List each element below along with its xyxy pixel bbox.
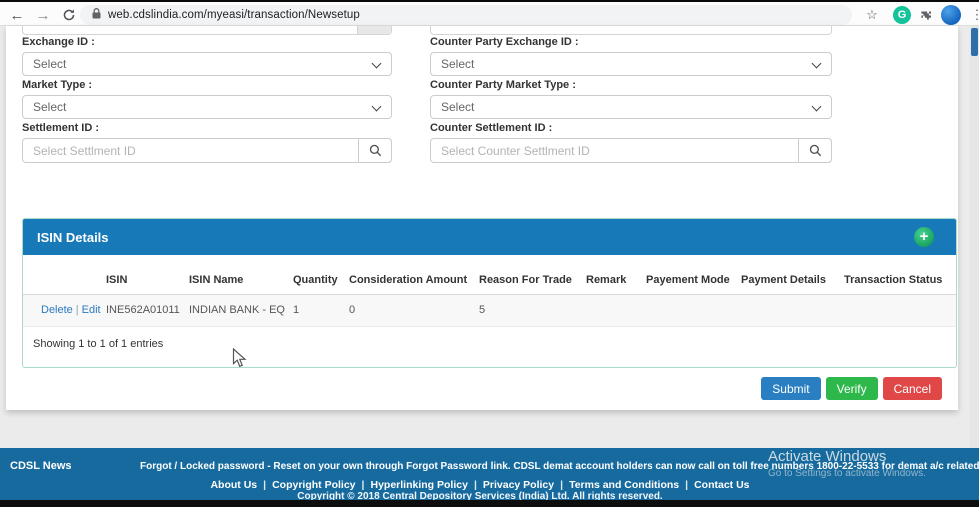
col-isin: ISIN [106,269,189,295]
verify-button[interactable]: Verify [825,377,878,400]
bookmark-star-icon[interactable]: ☆ [866,7,878,22]
news-ticker: Forgot / Locked password - Reset on your… [140,461,979,472]
footer-links: About Us | Copyright Policy | Hyperlinking P… [0,479,960,491]
url-text: web.cdslindia.com/myeasi/transaction/New… [108,9,360,21]
isin-table: ISIN ISIN Name Quantity Consideration Am… [23,269,956,327]
exchange-id-select[interactable]: Select [22,52,392,76]
counter-party-exchange-id-value: Select [441,57,475,71]
footer-link-terms-and-conditions[interactable]: Terms and Conditions [569,479,680,491]
cell-payement-mode [646,295,741,327]
link-separator: | [361,479,365,491]
reload-icon[interactable] [58,4,80,26]
cutoff-button-stub [357,26,391,34]
chevron-down-icon [811,58,822,69]
page-footer: CDSL News Forgot / Locked password - Res… [0,448,979,500]
col-payment-details: Payment Details [741,269,844,295]
col-remark: Remark [586,269,646,295]
footer-link-contact-us[interactable]: Contact Us [694,479,750,491]
grammarly-extension-icon[interactable]: G [893,6,911,24]
counter-party-exchange-id-select[interactable]: Select [430,52,832,76]
link-separator: | [560,479,564,491]
link-separator: | [473,479,477,491]
isin-details-panel: ISIN Details + ISIN ISIN Name Quantity C… [22,218,957,368]
counter-party-market-type-select[interactable]: Select [430,95,832,119]
cell-payment-details [741,295,844,327]
isin-panel-title: ISIN Details [37,229,109,245]
isin-table-header-row: ISIN ISIN Name Quantity Consideration Am… [23,269,956,295]
col-isin-name: ISIN Name [189,269,293,295]
cell-remark [586,295,646,327]
browser-toolbar: ← → web.cdslindia.com/myeasi/transaction… [0,0,979,26]
footer-link-privacy-policy[interactable]: Privacy Policy [482,479,555,491]
link-separator: | [685,479,689,491]
chevron-down-icon [811,101,822,112]
footer-link-about-us[interactable]: About Us [210,479,258,491]
counter-party-market-type-value: Select [441,100,475,114]
isin-panel-header: ISIN Details + [23,219,956,255]
profile-avatar[interactable] [941,5,961,25]
col-quantity: Quantity [293,269,349,295]
cdsl-news-label: CDSL News [10,460,72,472]
search-icon [809,144,821,157]
content-card: Exchange ID : Select Market Type : Selec… [6,26,958,410]
bottom-black-strip [0,500,979,507]
scrollbar-thumb[interactable] [971,28,978,56]
market-type-value: Select [33,100,67,114]
action-separator: | [75,304,79,316]
exchange-id-value: Select [33,57,67,71]
submit-button[interactable]: Submit [761,377,821,400]
isin-table-row: Delete | Edit INE562A01011 INDIAN BANK - E… [23,295,956,327]
add-isin-button[interactable]: + [914,227,934,247]
counter-settlement-id-input[interactable] [430,138,832,163]
cell-isin: INE562A01011 [106,295,189,327]
page-scrollbar[interactable] [970,26,979,448]
col-reason-for-trade: Reason For Trade [479,269,586,295]
col-payement-mode: Payement Mode [646,269,741,295]
back-icon[interactable]: ← [9,6,25,24]
browser-menu-icon[interactable]: ⋮ [970,7,979,22]
settlement-search-button[interactable] [358,138,392,163]
cell-reason-for-trade: 5 [479,295,586,327]
counter-settlement-id-label: Counter Settlement ID : [430,122,553,134]
counter-party-market-type-label: Counter Party Market Type : [430,79,576,91]
settlement-id-label: Settlement ID : [22,122,100,134]
cell-consideration-amount: 0 [349,295,479,327]
cell-transaction-status [844,295,956,327]
counter-settlement-search-button[interactable] [798,138,832,163]
market-type-select[interactable]: Select [22,95,392,119]
link-separator: | [263,479,267,491]
col-actions [23,269,106,295]
settlement-id-input[interactable] [22,138,392,163]
extensions-puzzle-icon[interactable] [915,4,937,26]
cutoff-field-right [430,26,832,35]
copyright-text: Copyright © 2018 Central Depository Serv… [297,491,663,500]
cancel-button[interactable]: Cancel [882,377,942,400]
footer-link-copyright-policy[interactable]: Copyright Policy [272,479,356,491]
edit-link[interactable]: Edit [81,304,101,316]
forward-icon[interactable]: → [35,6,51,24]
cell-isin-name: INDIAN BANK - EQ [189,295,293,327]
col-consideration-amount: Consideration Amount [349,269,479,295]
address-bar[interactable]: web.cdslindia.com/myeasi/transaction/New… [80,5,852,25]
chevron-down-icon [371,58,382,69]
form-action-buttons: Submit Verify Cancel [761,377,942,400]
market-type-label: Market Type : [22,79,93,91]
chevron-down-icon [371,101,382,112]
lock-icon [92,6,101,24]
cell-quantity: 1 [293,295,349,327]
row-actions: Delete | Edit [23,295,106,327]
footer-link-hyperlinking-policy[interactable]: Hyperlinking Policy [370,479,468,491]
search-icon [369,144,381,157]
exchange-id-label: Exchange ID : [22,36,95,48]
table-entries-summary: Showing 1 to 1 of 1 entries [33,338,164,350]
counter-party-exchange-id-label: Counter Party Exchange ID : [430,36,579,48]
col-transaction-status: Transaction Status [844,269,956,295]
cutoff-field-left [22,26,392,35]
delete-link[interactable]: Delete [41,304,73,316]
